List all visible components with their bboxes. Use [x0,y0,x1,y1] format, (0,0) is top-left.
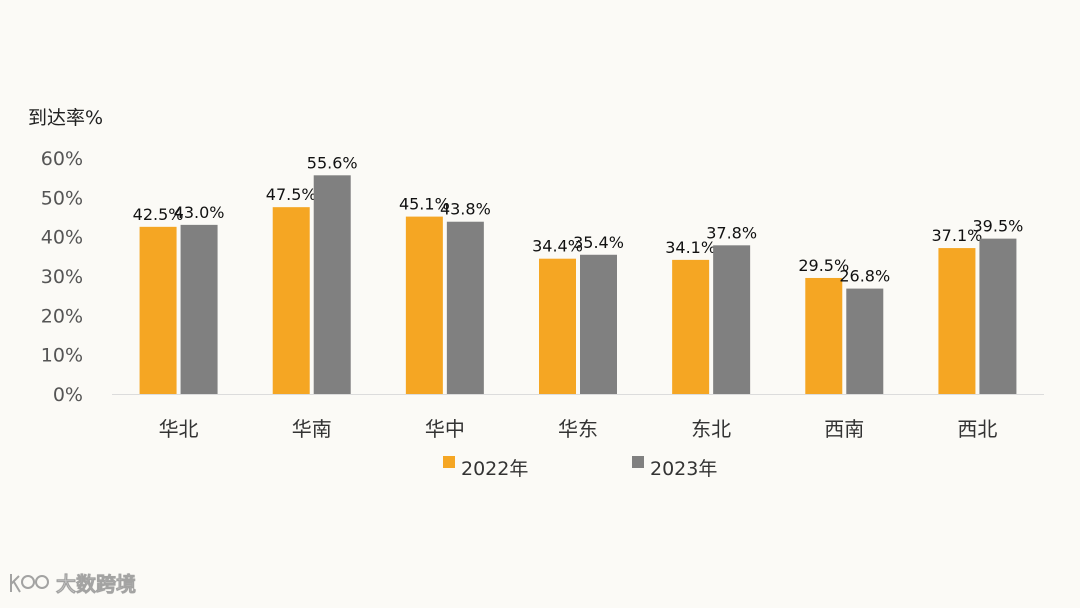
y-tick-label: 40% [41,227,83,249]
data-label: 43.8% [440,200,491,219]
bar [405,216,443,394]
data-label: 55.6% [307,153,358,172]
bar [272,207,310,394]
y-tick-label: 10% [41,345,83,367]
y-tick-label: 50% [41,187,83,209]
bar [313,175,351,394]
y-tick-label: 30% [41,266,83,288]
x-tick-label: 华东 [558,417,598,441]
x-tick-label: 西北 [957,417,997,441]
data-label: 47.5% [266,185,317,204]
legend-label: 2022年 [461,458,528,480]
bar [139,226,177,394]
x-tick-label: 西南 [824,417,864,441]
data-label: 37.8% [706,223,757,242]
bar [539,258,576,394]
x-tick-label: 东北 [691,417,731,441]
bar [846,288,884,394]
data-label: 26.8% [839,267,890,286]
legend-label: 2023年 [650,458,717,480]
x-tick-label: 华北 [159,417,199,441]
data-label: 34.4% [532,237,583,256]
bar [979,238,1017,394]
data-label: 45.1% [399,195,450,214]
bar [446,221,484,394]
data-label: 35.4% [573,233,624,252]
data-label: 37.1% [932,226,983,245]
legend-swatch [632,456,644,468]
bar [580,254,617,394]
y-axis-title: 到达率% [28,107,103,129]
x-tick-label: 华南 [292,417,332,441]
y-tick-label: 60% [41,148,83,170]
y-tick-label: 0% [53,384,83,406]
bar [938,248,976,394]
kuajing-logo-icon [10,573,49,593]
data-label: 42.5% [133,205,184,224]
x-tick-label: 华中 [425,417,465,441]
y-tick-label: 20% [41,305,83,327]
data-label: 39.5% [973,217,1024,236]
watermark: 大数跨境 [8,568,136,597]
bar [180,224,218,394]
data-label: 43.0% [174,203,225,222]
legend-swatch [443,456,455,468]
bar [713,245,751,394]
data-label: 34.1% [665,238,716,257]
bar [805,277,843,394]
bar [672,259,710,394]
data-label: 29.5% [798,256,849,275]
watermark-text: 大数跨境 [56,572,137,597]
